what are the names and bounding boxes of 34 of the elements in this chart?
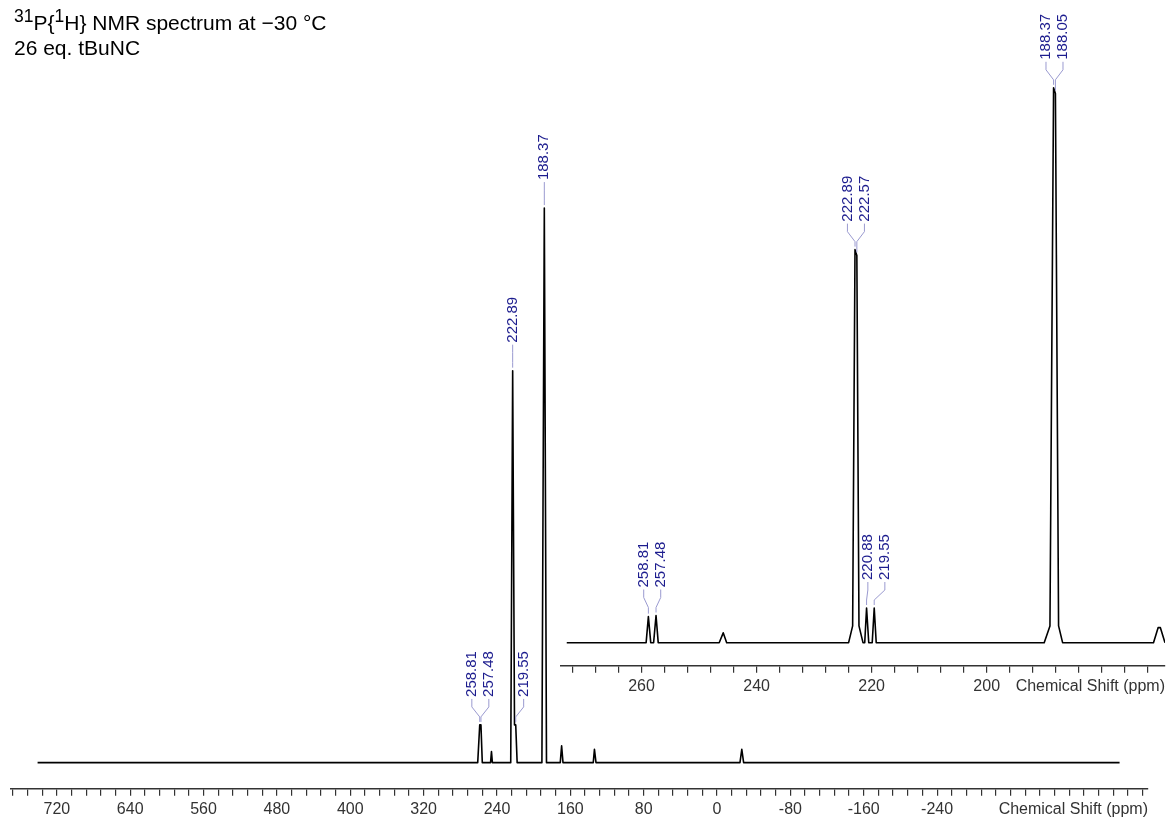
annotation: 188.05 <box>1053 13 1071 60</box>
x-axis-title: Chemical Shift (ppm) <box>1015 677 1165 695</box>
x-tick-label: 220 <box>858 676 886 694</box>
annotation: 222.57 <box>854 175 872 222</box>
x-tick-label: 640 <box>116 799 144 817</box>
x-axis-title: Chemical Shift (ppm) <box>998 800 1148 818</box>
annotation: 222.89 <box>837 175 855 222</box>
annotation: 258.81 <box>633 541 651 588</box>
annotation: 188.37 <box>1036 13 1054 60</box>
annotation: 219.55 <box>874 534 892 580</box>
x-tick-label: 720 <box>43 799 71 817</box>
annotation: 257.48 <box>650 541 668 588</box>
annotation: 188.37 <box>534 134 552 181</box>
annotation: 222.89 <box>502 296 520 343</box>
x-tick-label: -160 <box>847 799 880 817</box>
x-tick-label: 0 <box>712 799 722 817</box>
x-tick-label: 400 <box>336 799 364 817</box>
annotation: 219.55 <box>513 651 531 697</box>
x-tick-label: 200 <box>973 676 1001 694</box>
x-tick-label: 160 <box>556 799 584 817</box>
x-tick-label: 80 <box>634 799 653 817</box>
annotation: 258.81 <box>461 651 479 697</box>
x-tick-label: -240 <box>921 799 954 817</box>
x-tick-label: 560 <box>190 799 217 817</box>
annotation: 257.48 <box>478 651 496 697</box>
chart-subtitle: 26 eq. tBuNC <box>14 36 141 60</box>
x-tick-label: -80 <box>778 799 803 817</box>
x-tick-label: 260 <box>628 676 655 694</box>
x-tick-label: 240 <box>743 676 771 694</box>
x-tick-label: 320 <box>410 799 438 817</box>
x-tick-label: 480 <box>263 799 291 817</box>
chart-title: $^{31}$P{$^{1}$H} NMR spectrum at −30 °C <box>14 6 327 35</box>
annotation: 220.88 <box>857 534 875 580</box>
x-tick-label: 240 <box>483 799 511 817</box>
